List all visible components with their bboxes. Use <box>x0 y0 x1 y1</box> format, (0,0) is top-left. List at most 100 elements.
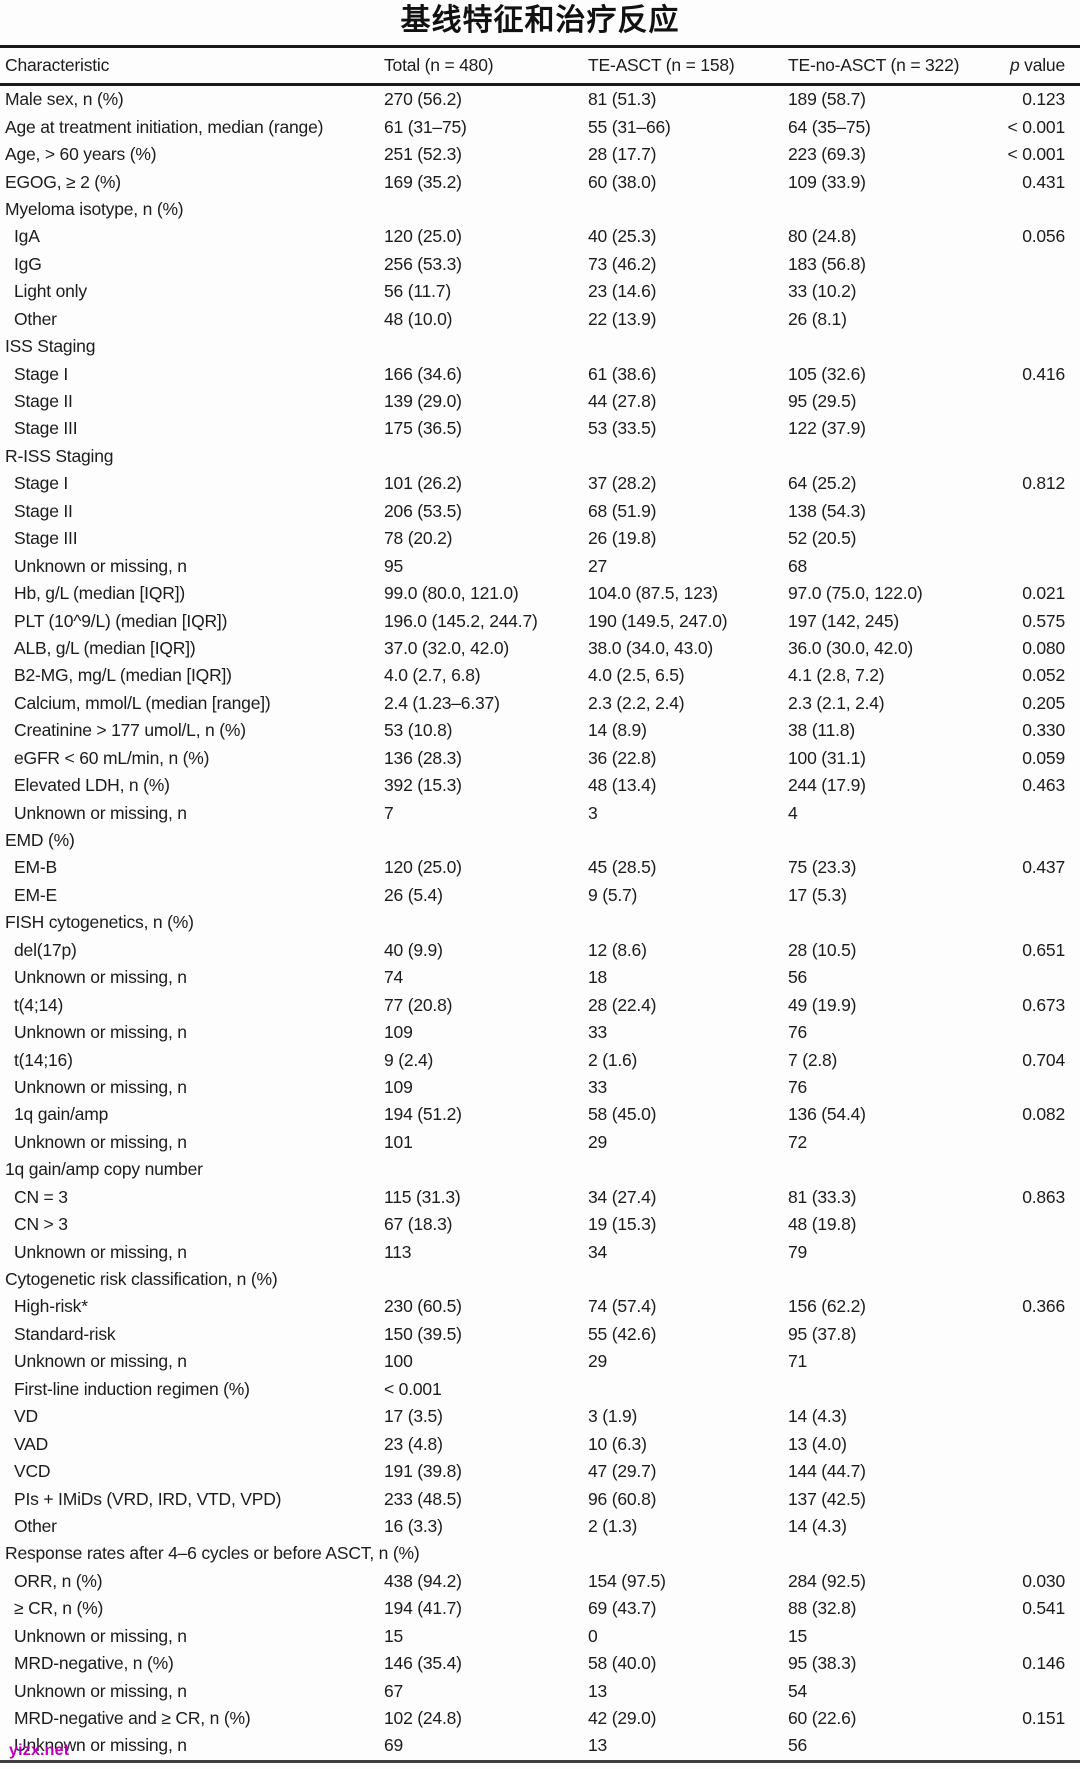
table-row: Stage III 175 (36.5) 53 (33.5) 122 (37.9) <box>0 415 1080 442</box>
te-asct-cell: 23 (14.6) <box>588 281 657 302</box>
p-value-cell: 0.151 <box>1022 1708 1065 1729</box>
characteristic-cell: Standard-risk <box>14 1323 116 1344</box>
characteristic-cell: Stage III <box>14 418 78 439</box>
characteristic-cell: Unknown or missing, n <box>14 1131 187 1152</box>
table-row: Response rates after 4–6 cycles or befor… <box>0 1540 1080 1567</box>
table-row: Light only 56 (11.7) 23 (14.6) 33 (10.2) <box>0 278 1080 305</box>
table-row: High-risk* 230 (60.5) 74 (57.4) 156 (62.2) 0… <box>0 1293 1080 1320</box>
table-row: Stage III 78 (20.2) 26 (19.8) 52 (20.5) <box>0 525 1080 552</box>
table-row: Unknown or missing, n 101 29 72 <box>0 1129 1080 1156</box>
te-no-asct-cell: 14 (4.3) <box>788 1515 847 1536</box>
te-no-asct-cell: 284 (92.5) <box>788 1570 866 1591</box>
te-asct-cell: 48 (13.4) <box>588 775 657 796</box>
te-no-asct-cell: 122 (37.9) <box>788 418 866 439</box>
table-row: Unknown or missing, n 109 33 76 <box>0 1019 1080 1046</box>
total-cell: 16 (3.3) <box>384 1515 443 1536</box>
total-cell: 95 <box>384 555 404 576</box>
total-cell: 109 <box>384 1076 413 1097</box>
te-no-asct-cell: 26 (8.1) <box>788 308 847 329</box>
te-asct-cell: 42 (29.0) <box>588 1708 657 1729</box>
watermark: yizx.net <box>9 1742 70 1759</box>
p-value-cell: 0.056 <box>1022 226 1065 247</box>
te-no-asct-cell: 72 <box>788 1131 808 1152</box>
p-value-cell: 0.330 <box>1022 720 1065 741</box>
p-value-cell: 0.123 <box>1022 89 1065 110</box>
te-asct-cell: 45 (28.5) <box>588 857 657 878</box>
table-row: R-ISS Staging <box>0 443 1080 470</box>
te-no-asct-cell: 95 (38.3) <box>788 1653 857 1674</box>
p-value-cell: 0.080 <box>1022 637 1065 658</box>
te-asct-cell: 96 (60.8) <box>588 1488 657 1509</box>
te-no-asct-cell: 183 (56.8) <box>788 253 866 274</box>
table-row: EM-B 120 (25.0) 45 (28.5) 75 (23.3) 0.437 <box>0 854 1080 881</box>
total-cell: 113 <box>384 1241 412 1262</box>
p-value-cell: 0.431 <box>1022 171 1065 192</box>
characteristic-cell: MRD-negative, n (%) <box>14 1653 174 1674</box>
te-asct-cell: 55 (42.6) <box>588 1323 657 1344</box>
table-header-row: Characteristic Total (n = 480) TE-ASCT (… <box>0 48 1080 83</box>
characteristic-cell: VD <box>14 1406 38 1427</box>
te-asct-cell: 36 (22.8) <box>588 747 657 768</box>
characteristic-cell: Age, > 60 years (%) <box>5 144 157 165</box>
characteristic-cell: t(4;14) <box>14 994 64 1015</box>
col-header-total: Total (n = 480) <box>384 55 494 75</box>
characteristic-cell: Response rates after 4–6 cycles or befor… <box>5 1543 420 1564</box>
characteristic-cell: VAD <box>14 1433 49 1454</box>
te-no-asct-cell: 137 (42.5) <box>788 1488 866 1509</box>
table-row: VCD 191 (39.8) 47 (29.7) 144 (44.7) <box>0 1458 1080 1485</box>
te-no-asct-cell: 68 <box>788 555 808 576</box>
p-value-cell: 0.437 <box>1022 857 1065 878</box>
characteristic-cell: Stage II <box>14 500 73 521</box>
characteristic-cell: Stage II <box>14 391 73 412</box>
table-row: CN > 3 67 (18.3) 19 (15.3) 48 (19.8) <box>0 1211 1080 1238</box>
table-row: Stage I 166 (34.6) 61 (38.6) 105 (32.6) 0.41… <box>0 360 1080 387</box>
p-value-cell: 0.673 <box>1022 994 1065 1015</box>
characteristic-cell: Unknown or missing, n <box>14 802 187 823</box>
characteristic-cell: EM-B <box>14 857 57 878</box>
characteristic-cell: Unknown or missing, n <box>14 1076 187 1097</box>
total-cell: 56 (11.7) <box>384 281 451 302</box>
te-asct-cell: 14 (8.9) <box>588 720 647 741</box>
te-no-asct-cell: 49 (19.9) <box>788 994 857 1015</box>
characteristic-cell: VCD <box>14 1461 51 1482</box>
table-row: 1q gain/amp copy number <box>0 1156 1080 1183</box>
te-no-asct-cell: 75 (23.3) <box>788 857 857 878</box>
total-cell: 233 (48.5) <box>384 1488 462 1509</box>
p-value-cell: 0.021 <box>1022 583 1065 604</box>
total-cell: 23 (4.8) <box>384 1433 443 1454</box>
characteristic-cell: PIs + IMiDs (VRD, IRD, VTD, VPD) <box>14 1488 282 1509</box>
te-asct-cell: 38.0 (34.0, 43.0) <box>588 637 714 658</box>
table-row: Unknown or missing, n 7 3 4 <box>0 799 1080 826</box>
characteristic-cell: Unknown or missing, n <box>14 1735 187 1756</box>
table-row: Elevated LDH, n (%) 392 (15.3) 48 (13.4) 24… <box>0 772 1080 799</box>
characteristic-cell: Unknown or missing, n <box>14 1680 187 1701</box>
characteristic-cell: FISH cytogenetics, n (%) <box>5 912 194 933</box>
table-row: IgA 120 (25.0) 40 (25.3) 80 (24.8) 0.056 <box>0 223 1080 250</box>
characteristic-cell: Hb, g/L (median [IQR]) <box>14 583 185 604</box>
table-row: Stage II 139 (29.0) 44 (27.8) 95 (29.5) <box>0 388 1080 415</box>
characteristic-cell: CN = 3 <box>14 1186 68 1207</box>
total-cell: 270 (56.2) <box>384 89 462 110</box>
total-cell: 175 (36.5) <box>384 418 462 439</box>
table-row: Myeloma isotype, n (%) <box>0 196 1080 223</box>
te-no-asct-cell: 15 <box>788 1625 808 1646</box>
te-no-asct-cell: 28 (10.5) <box>788 939 857 960</box>
te-asct-cell: 2 (1.6) <box>588 1049 638 1070</box>
p-value-cell: 0.863 <box>1022 1186 1065 1207</box>
characteristic-cell: Unknown or missing, n <box>14 1625 187 1646</box>
te-asct-cell: 154 (97.5) <box>588 1570 666 1591</box>
total-cell: 191 (39.8) <box>384 1461 462 1482</box>
te-no-asct-cell: 79 <box>788 1241 808 1262</box>
total-cell: 139 (29.0) <box>384 391 462 412</box>
te-no-asct-cell: 60 (22.6) <box>788 1708 857 1729</box>
te-no-asct-cell: 105 (32.6) <box>788 363 866 384</box>
p-value-cell: 0.575 <box>1022 610 1065 631</box>
total-cell: 61 (31–75) <box>384 116 467 137</box>
te-no-asct-cell: 4 <box>788 802 798 823</box>
te-no-asct-cell: 223 (69.3) <box>788 144 866 165</box>
te-no-asct-cell: 13 (4.0) <box>788 1433 847 1454</box>
table-row: Stage II 206 (53.5) 68 (51.9) 138 (54.3) <box>0 498 1080 525</box>
characteristic-cell: eGFR < 60 mL/min, n (%) <box>14 747 210 768</box>
table-row: Male sex, n (%) 270 (56.2) 81 (51.3) 189 (5… <box>0 86 1080 113</box>
